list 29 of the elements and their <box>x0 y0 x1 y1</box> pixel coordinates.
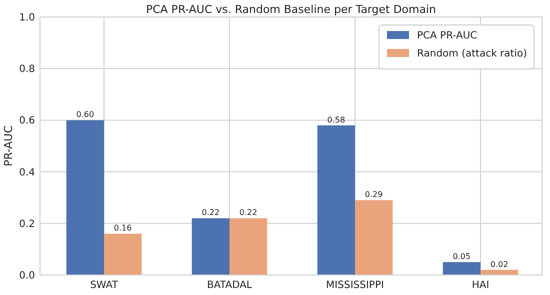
x-tick-label: BATADAL <box>206 280 252 291</box>
x-tick-label: HAI <box>472 280 490 291</box>
legend-label: Random (attack ratio) <box>417 48 528 60</box>
y-tick-label: 0.6 <box>19 116 35 127</box>
bar <box>104 234 142 275</box>
data-label: 0.58 <box>327 115 346 124</box>
y-tick-label: 0.2 <box>19 218 35 230</box>
x-tick-label: SWAT <box>90 280 119 291</box>
bar <box>230 218 268 275</box>
data-label: 0.22 <box>239 208 258 218</box>
chart-title: PCA PR-AUC vs. Random Baseline per Target Domain <box>146 3 436 16</box>
y-tick-label: 0.0 <box>19 270 35 282</box>
data-label: 0.29 <box>364 190 383 200</box>
x-tick-label: MISSISSIPPI <box>326 280 384 291</box>
bar <box>66 120 104 275</box>
bar <box>192 218 230 275</box>
data-label: 0.05 <box>452 252 471 262</box>
data-label: 0.60 <box>76 110 94 120</box>
bar <box>317 125 356 275</box>
y-tick-label: 1.0 <box>19 12 35 24</box>
y-tick-label: 0.4 <box>19 167 35 178</box>
bar <box>355 200 393 275</box>
bar <box>442 262 481 275</box>
y-tick-label: 0.8 <box>19 64 35 76</box>
data-label: 0.22 <box>202 208 220 218</box>
y-axis-title: PR-AUC <box>2 125 15 166</box>
legend-label: PCA PR-AUC <box>417 30 478 42</box>
data-label: 0.16 <box>114 224 132 233</box>
data-label: 0.02 <box>490 260 508 269</box>
